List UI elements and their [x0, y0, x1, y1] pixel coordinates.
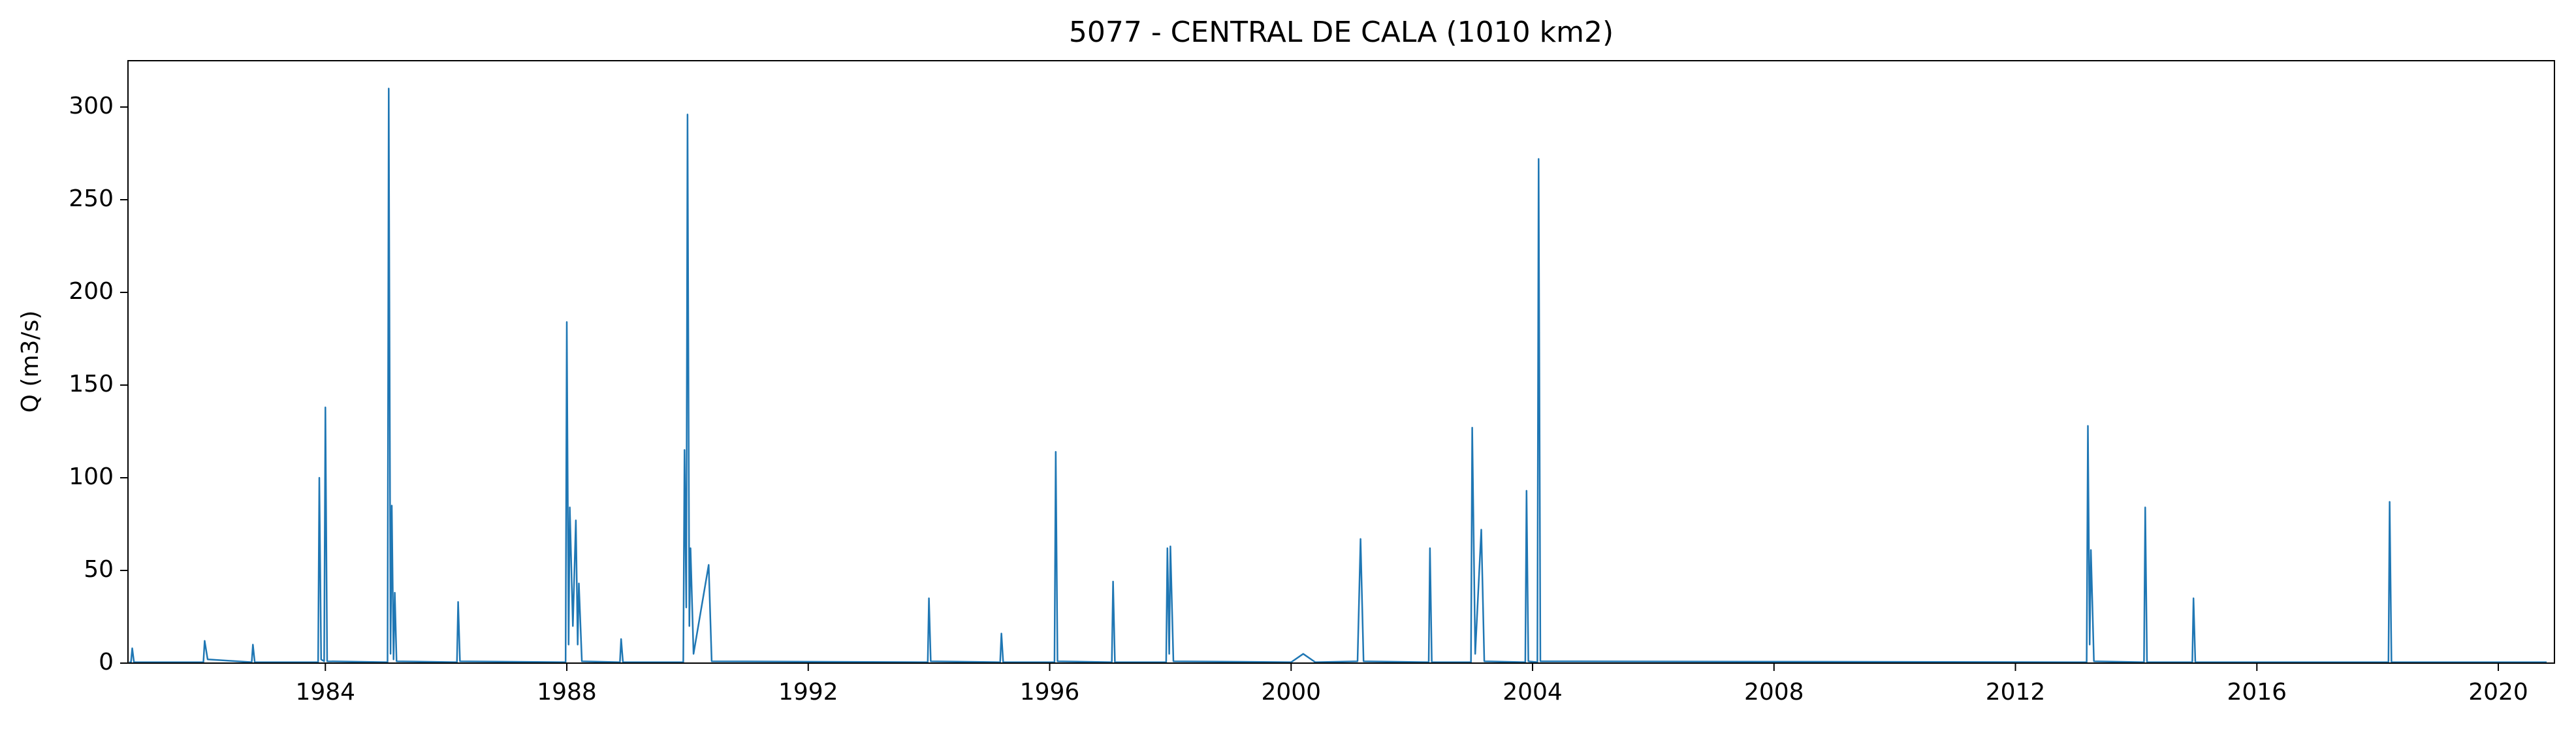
y-axis-label: Q (m3/s) [17, 311, 44, 413]
x-tick-label: 2016 [2227, 679, 2287, 706]
y-tick-label: 300 [69, 93, 114, 119]
x-tick-label: 1996 [1020, 679, 1080, 706]
x-tick-label: 2004 [1503, 679, 1563, 706]
x-tick-label: 2000 [1261, 679, 1321, 706]
y-tick-label: 250 [69, 185, 114, 212]
x-tick-label: 2012 [1986, 679, 2046, 706]
y-tick-label: 100 [69, 463, 114, 490]
series-line [129, 87, 2547, 663]
x-tick-label: 2020 [2468, 679, 2528, 706]
y-tick-label: 50 [84, 556, 114, 583]
x-tick-label: 1984 [295, 679, 355, 706]
chart-title: 5077 - CENTRAL DE CALA (1010 km2) [1069, 16, 1614, 49]
y-tick-label: 0 [99, 649, 114, 676]
x-tick-label: 2008 [1744, 679, 1804, 706]
x-tick-label: 1992 [778, 679, 838, 706]
y-tick-label: 150 [69, 371, 114, 397]
x-tick-label: 1988 [537, 679, 597, 706]
plot-frame [127, 60, 2555, 664]
y-tick-label: 200 [69, 278, 114, 305]
